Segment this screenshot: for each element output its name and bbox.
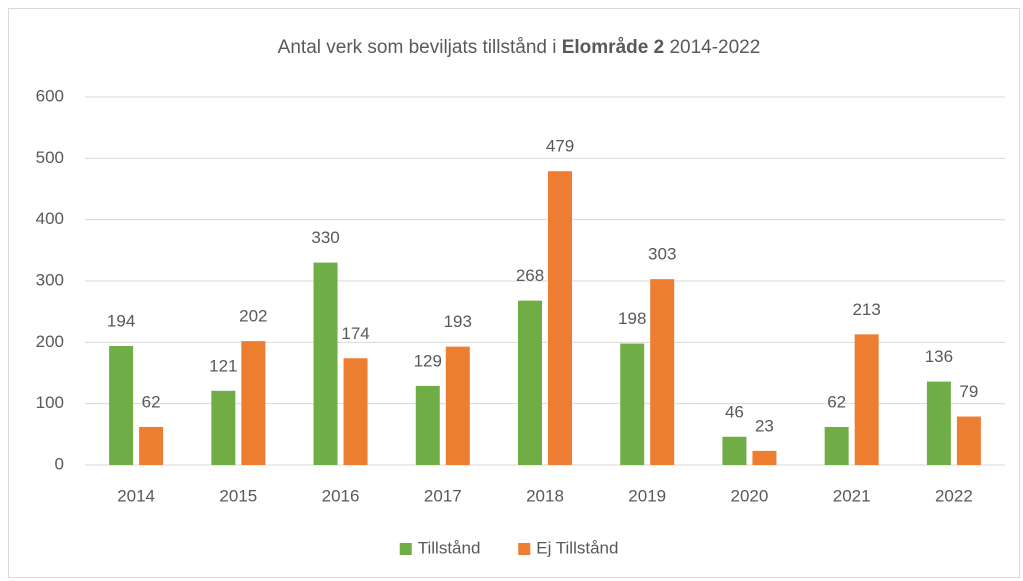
x-tick-label: 2022: [935, 486, 973, 505]
data-label: 62: [142, 392, 161, 411]
data-label: 79: [959, 382, 978, 401]
legend-label: Ej Tillstånd: [536, 538, 618, 557]
bar: [518, 300, 542, 465]
y-tick-label: 200: [36, 332, 64, 351]
data-label: 193: [444, 312, 472, 331]
y-tick-label: 400: [36, 209, 64, 228]
bar: [211, 390, 236, 465]
data-label: 194: [107, 311, 135, 330]
chart-border: [8, 8, 1020, 578]
legend-label: Tillstånd: [418, 538, 481, 557]
x-tick-label: 2021: [833, 486, 871, 505]
data-label: 303: [648, 245, 676, 264]
data-label: 479: [546, 137, 574, 156]
y-tick-label: 500: [36, 148, 64, 167]
y-tick-label: 300: [36, 270, 64, 289]
title-part: Antal verk som beviljats tillstånd i: [278, 37, 562, 58]
x-tick-label: 2017: [424, 486, 462, 505]
bar: [650, 279, 675, 465]
data-label: 62: [827, 392, 846, 411]
title-part: 2014-2022: [664, 37, 760, 58]
bar: [139, 426, 164, 465]
legend-swatch: [518, 543, 531, 555]
data-label: 174: [341, 324, 369, 343]
x-tick-label: 2016: [322, 486, 360, 505]
data-label: 198: [618, 309, 646, 328]
bar: [548, 171, 572, 466]
data-label: 136: [925, 347, 953, 366]
y-tick-label: 0: [55, 454, 64, 473]
x-tick-label: 2015: [219, 486, 257, 505]
data-label: 129: [414, 351, 442, 370]
title-part: Elområde 2: [562, 37, 664, 58]
x-tick-label: 2019: [628, 486, 666, 505]
data-label: 121: [209, 356, 237, 375]
y-tick-label: 600: [36, 86, 64, 105]
data-label: 202: [239, 307, 267, 326]
x-tick-label: 2018: [526, 486, 564, 505]
bar: [854, 334, 879, 465]
bar: [313, 262, 338, 465]
data-label: 46: [725, 402, 744, 421]
data-label: 213: [852, 300, 880, 319]
bar: [722, 436, 747, 465]
data-label: 330: [311, 228, 339, 247]
bar: [343, 358, 368, 465]
bar: [926, 381, 951, 465]
y-tick-label: 100: [36, 393, 64, 412]
bar: [445, 346, 470, 465]
bar: [620, 343, 645, 465]
bar: [956, 416, 981, 465]
legend-swatch: [399, 543, 412, 555]
x-tick-label: 2020: [731, 486, 769, 505]
bar: [415, 385, 440, 465]
bar: [824, 426, 849, 465]
bar: [241, 341, 266, 465]
data-label: 268: [516, 266, 544, 285]
data-label: 23: [755, 416, 774, 435]
x-tick-label: 2014: [117, 486, 155, 505]
bar: [109, 346, 134, 465]
bar: [752, 450, 777, 465]
chart-title: Antal verk som beviljats tillstånd i Elo…: [278, 37, 761, 58]
